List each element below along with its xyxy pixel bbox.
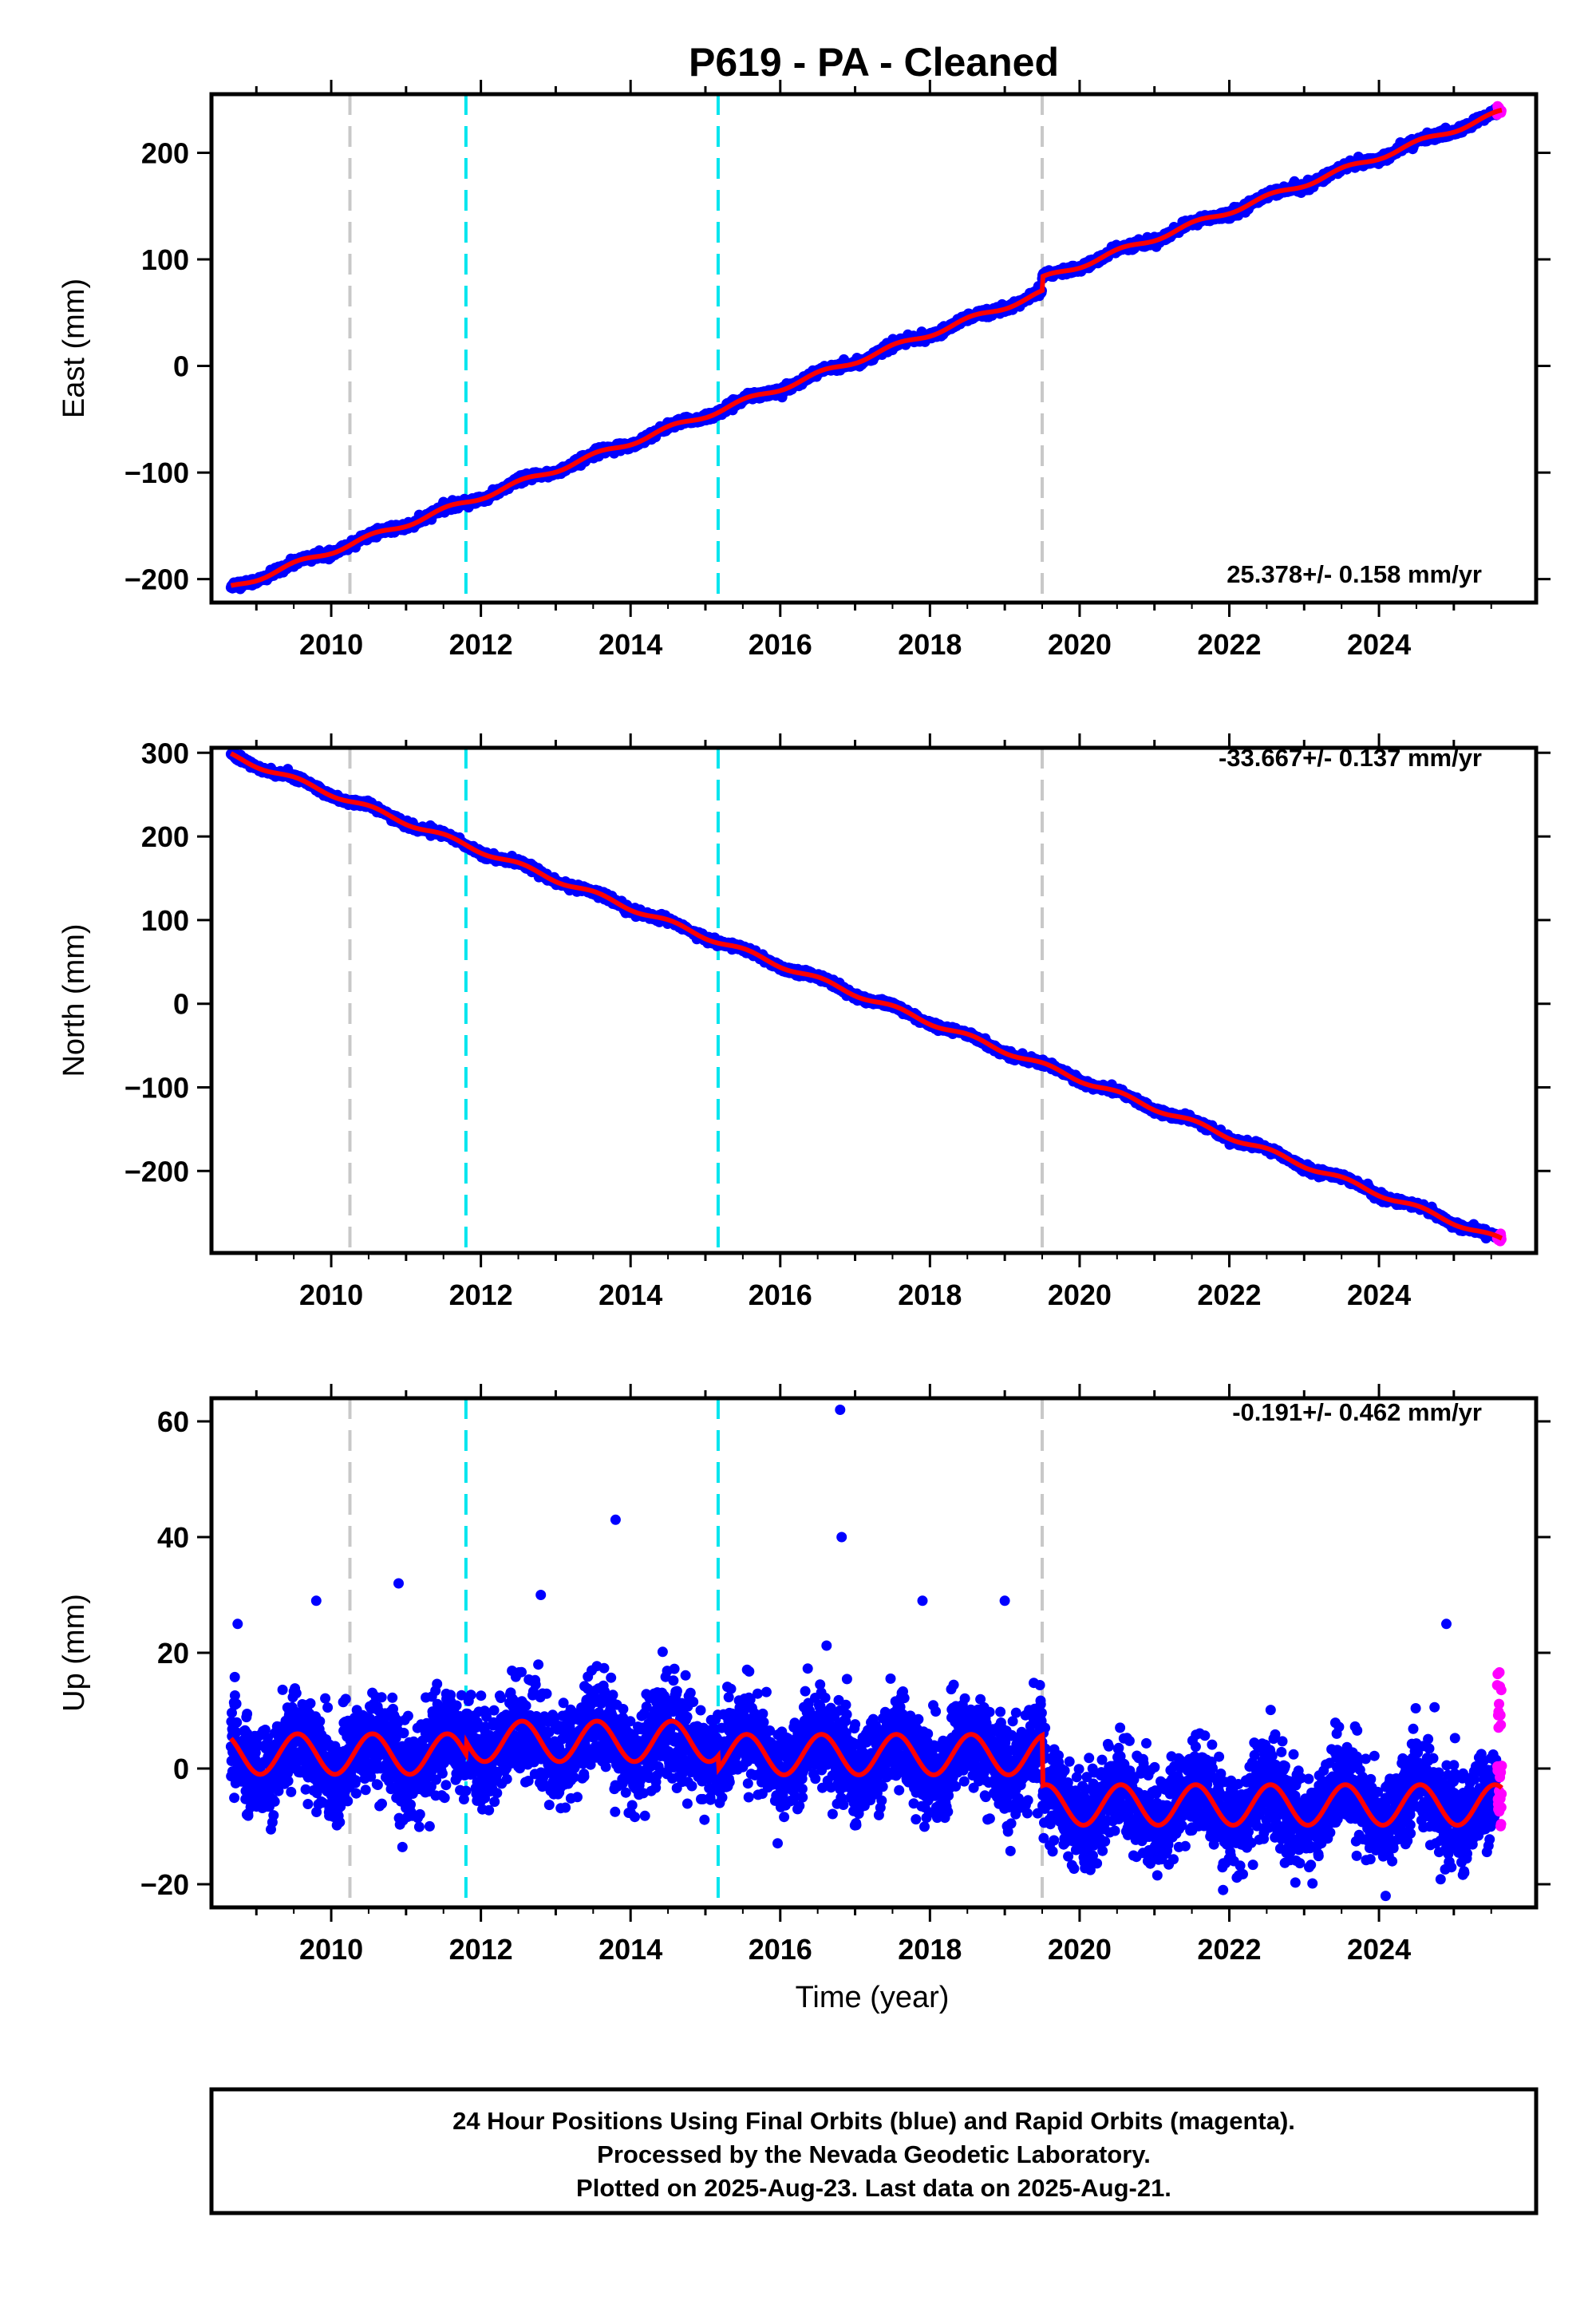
- panel-east: 2010 2012 2014 2016 2018 2020 2022 2024 −200 −100…: [57, 80, 1551, 661]
- x-tick-label: 2014: [598, 628, 662, 661]
- y-tick-label: −100: [124, 456, 189, 489]
- panel-north: 2010 2012 2014 2016 2018 2020 2022 2024−200−100…: [57, 733, 1551, 1311]
- y-tick-label: −200: [124, 563, 189, 596]
- x-tick-label: 2012: [449, 628, 513, 661]
- velocity-label: 25.378+/- 0.158 mm/yr: [1227, 560, 1482, 588]
- x-tick-label: 2022: [1197, 628, 1261, 661]
- y-tick-label: 0: [173, 350, 189, 383]
- plot-frame: [209, 92, 1539, 605]
- x-tick-label: 2020: [1048, 628, 1112, 661]
- model-curve: [230, 107, 1503, 588]
- y-tick-label: 100: [141, 243, 189, 276]
- panels-layer: 2010 2012 2014 2016 2018 2020 2022 2024 −200 −100…: [57, 80, 1551, 1966]
- x-tick-label: 2016: [749, 628, 812, 661]
- chart-title: P619 - PA - Cleaned: [689, 40, 1059, 85]
- x-tick-label: 2024: [1347, 628, 1411, 661]
- x-tick-label: 2010: [299, 628, 363, 661]
- x-tick-label: 2018: [898, 628, 962, 661]
- y-axis-label: East (mm): [57, 279, 91, 418]
- y-tick-label: 200: [141, 136, 189, 169]
